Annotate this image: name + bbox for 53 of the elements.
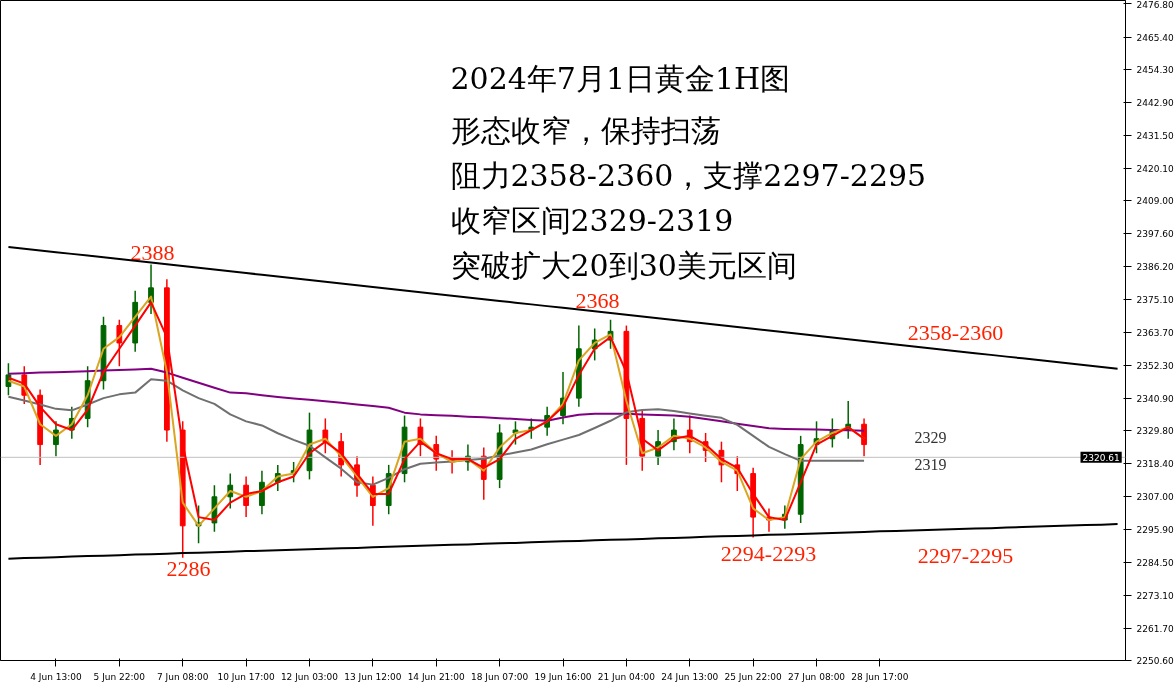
x-tick-label: 12 Jun 03:00 [280, 671, 339, 682]
annotation: 2358-2360 [907, 319, 1004, 345]
y-tick-label: 2363.70 [1136, 327, 1174, 338]
y-tick-label: 2329.80 [1136, 426, 1174, 437]
x-tick-label: 13 Jun 12:00 [344, 671, 402, 682]
annotation: 2329 [914, 429, 947, 446]
annotation: 2297-2295 [917, 542, 1014, 568]
x-tick-label: 18 Jun 07:00 [471, 671, 529, 682]
y-tick-label: 2442.90 [1136, 97, 1174, 108]
x-tick-label: 19 Jun 16:00 [534, 671, 592, 682]
annotation: 阻力2358-2360，支撑2297-2295 [450, 158, 927, 193]
y-tick-label: 2375.10 [1136, 294, 1174, 305]
y-tick-label: 2409.00 [1136, 196, 1174, 207]
y-tick-label: 2352.30 [1136, 360, 1174, 371]
annotation: 2294-2293 [720, 540, 817, 566]
candlestick [259, 469, 265, 515]
y-tick-label: 2454.30 [1136, 64, 1174, 75]
y-tick-label: 2307.00 [1136, 492, 1174, 503]
annotation: 形态收窄，保持扫荡 [450, 113, 721, 148]
x-tick-label: 10 Jun 17:00 [217, 671, 275, 682]
annotation: 2388 [130, 239, 175, 265]
x-tick-label: 24 Jun 13:00 [661, 671, 719, 682]
x-tick-label: 4 Jun 13:00 [30, 671, 82, 682]
x-tick-label: 25 Jun 22:00 [724, 671, 782, 682]
y-tick-label: 2420.10 [1136, 164, 1174, 175]
y-tick-label: 2465.40 [1136, 32, 1174, 43]
annotation: 2286 [166, 555, 211, 581]
y-tick-label: 2431.50 [1136, 130, 1174, 141]
x-tick-label: 28 Jun 17:00 [851, 671, 909, 682]
x-tick-label: 14 Jun 21:00 [407, 671, 466, 682]
y-tick-label: 2261.70 [1136, 623, 1174, 634]
x-tick-label: 7 Jun 08:00 [156, 671, 209, 682]
x-tick-label: 21 Jun 04:00 [597, 671, 656, 682]
y-tick-label: 2273.10 [1136, 590, 1174, 601]
candlestick [116, 319, 123, 367]
y-tick-label: 2397.60 [1136, 229, 1174, 240]
x-tick-label: 5 Jun 22:00 [93, 671, 146, 682]
y-tick-label: 2476.80 [1136, 0, 1174, 10]
y-tick-label: 2340.90 [1136, 393, 1174, 404]
y-tick-label: 2295.90 [1136, 524, 1174, 535]
annotation: 2319 [914, 456, 947, 473]
y-tick-label: 2386.20 [1136, 262, 1174, 273]
text: 2024年7月1日黄金1H图 [450, 60, 791, 96]
annotation: 收窄区间2329-2319 [450, 203, 734, 238]
line-series [7, 245, 1119, 370]
y-tick-label: 2318.40 [1136, 459, 1174, 470]
candlestick [512, 420, 519, 446]
ref-line-label: 2320.61 [1082, 452, 1120, 463]
annotation: 2368 [575, 287, 620, 313]
annotation: 突破扩大20到30美元区间 [450, 248, 797, 283]
y-tick-label: 2284.50 [1136, 557, 1174, 568]
y-tick-label: 2250.60 [1136, 656, 1174, 666]
x-tick-label: 27 Jun 08:00 [787, 671, 846, 682]
